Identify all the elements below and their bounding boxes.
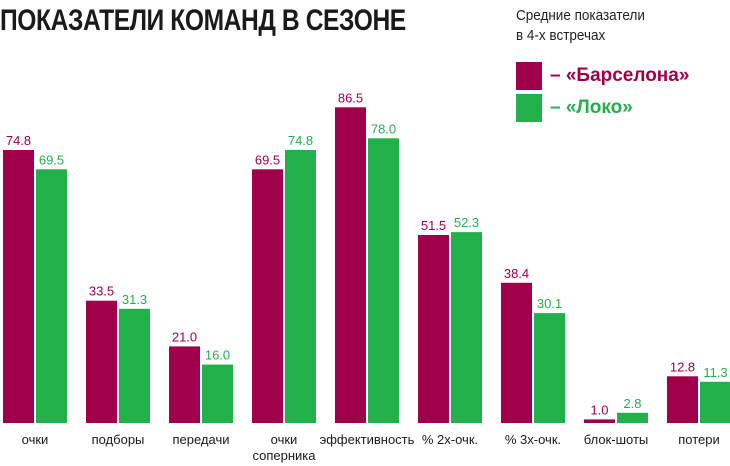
category-label-7: блок-шоты [584,432,649,447]
value-label-barcelona-7: 1.0 [590,402,608,417]
bar-loko-2 [202,364,233,423]
bar-barcelona-7 [584,419,615,423]
value-label-barcelona-5: 51.5 [421,218,446,233]
legend-label-loko: – «Локо» [550,97,633,118]
bar-loko-0 [36,169,67,423]
value-label-loko-3: 74.8 [288,133,313,148]
category-label-4: эффективность [320,432,415,447]
category-label-2: передачи [172,432,229,447]
value-label-barcelona-8: 12.8 [670,359,695,374]
bar-barcelona-5 [418,235,449,423]
legend-caption-line-1: Средние показатели [516,7,645,24]
bar-barcelona-8 [667,376,698,423]
bar-barcelona-3 [252,169,283,423]
value-label-barcelona-1: 33.5 [89,284,114,299]
category-label-3-line-2: соперника [252,448,316,463]
category-label-5: % 2х-очк. [422,432,478,447]
value-label-barcelona-3: 69.5 [255,152,280,167]
legend-label-barcelona: – «Барселона» [550,65,690,86]
bar-barcelona-4 [335,107,366,424]
legend-swatch-barcelona [516,62,542,90]
value-label-loko-8: 11.3 [703,365,727,380]
bar-loko-3 [285,150,316,423]
category-label-0: очки [22,432,49,447]
bar-loko-4 [368,138,399,424]
value-label-loko-1: 31.3 [122,292,147,307]
category-label-3: очки [271,432,298,447]
value-label-loko-4: 78.0 [371,121,396,136]
value-label-loko-7: 2.8 [623,396,641,411]
legend-item-barcelona: – «Барселона» [516,62,689,90]
legend: Средние показатели в 4-х встречах – «Бар… [516,6,689,122]
bar-barcelona-1 [86,300,117,423]
value-label-barcelona-4: 86.5 [338,90,363,105]
bar-loko-6 [534,313,565,423]
category-label-1: подборы [92,432,145,447]
category-label-8: потери [678,432,720,447]
value-label-barcelona-6: 38.4 [504,266,529,281]
bar-loko-1 [119,308,150,423]
value-label-loko-0: 69.5 [39,152,64,167]
legend-swatch-loko [516,94,542,122]
value-label-loko-5: 52.3 [454,215,479,230]
value-label-loko-6: 30.1 [537,296,562,311]
legend-caption-line-2: в 4-х встречах [516,27,606,44]
bar-barcelona-2 [169,346,200,423]
bar-loko-8 [700,381,730,423]
legend-item-loko: – «Локо» [516,94,633,122]
value-label-barcelona-0: 74.8 [6,133,31,148]
value-label-barcelona-2: 21.0 [172,329,197,344]
legend-caption: Средние показатели в 4-х встречах [516,6,645,46]
bar-barcelona-6 [501,282,532,423]
bar-loko-5 [451,232,482,423]
value-label-loko-2: 16.0 [205,348,230,363]
bar-barcelona-0 [3,150,34,423]
chart-title: ПОКАЗАТЕЛИ КОМАНД В СЕЗОНЕ [0,4,406,37]
bar-loko-7 [617,412,648,423]
category-label-6: % 3х-очк. [505,432,561,447]
